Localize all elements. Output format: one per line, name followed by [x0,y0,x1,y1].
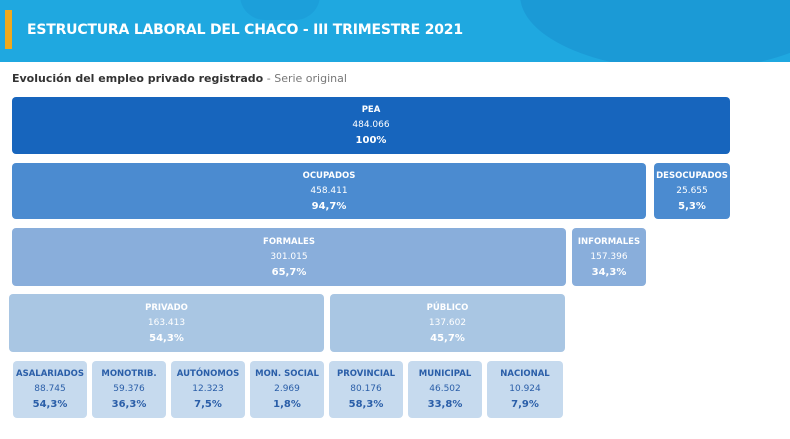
autonomos-value: 12.323 [192,384,224,394]
accent-bar [5,10,12,49]
box-pea: PEA 484.066 100% [12,97,730,154]
box-desocupados: DESOCUPADOS 25.655 5,3% [654,163,730,219]
box-asalariados: ASALARIADOS 88.745 54,3% [13,361,87,418]
box-monotrib: MONOTRIB. 59.376 36,3% [92,361,166,418]
monotrib-pct: 36,3% [111,399,147,410]
box-autonomos: AUTÓNOMOS 12.323 7,5% [171,361,245,418]
formales-pct: 65,7% [271,266,307,278]
box-provincial: PROVINCIAL 80.176 58,3% [329,361,403,418]
publico-label: PÚBLICO [426,302,469,313]
box-informales: INFORMALES 157.396 34,3% [572,228,646,286]
ocupados-label: OCUPADOS [302,170,356,181]
provincial-pct: 58,3% [348,399,384,410]
monotrib-value: 59.376 [113,384,145,394]
provincial-label: PROVINCIAL [336,369,396,379]
box-ocupados: OCUPADOS 458.411 94,7% [12,163,646,219]
provincial-value: 80.176 [350,384,382,394]
monsocial-pct: 1,8% [273,399,301,410]
box-formales: FORMALES 301.015 65,7% [12,228,566,286]
informales-value: 157.396 [590,251,628,262]
asalariados-value: 88.745 [34,384,66,394]
header-banner: ESTRUCTURA LABORAL DEL CHACO - III TRIME… [0,0,790,62]
box-nacional: NACIONAL 10.924 7,9% [487,361,563,418]
municipal-label: MUNICIPAL [418,369,472,379]
box-municipal: MUNICIPAL 46.502 33,8% [408,361,482,418]
formales-value: 301.015 [270,251,308,262]
privado-value: 163.413 [147,317,186,328]
nacional-pct: 7,9% [511,399,539,410]
autonomos-pct: 7,5% [194,399,222,410]
desocupados-pct: 5,3% [678,200,706,212]
asalariados-pct: 54,3% [32,399,68,410]
autonomos-label: AUTÓNOMOS [176,369,240,379]
privado-label: PRIVADO [145,302,188,313]
asalariados-label: ASALARIADOS [16,369,84,379]
pea-pct: 100% [355,135,387,146]
ocupados-value: 458.411 [310,185,348,196]
ocupados-pct: 94,7% [311,200,347,212]
formales-label: FORMALES [263,236,315,247]
municipal-value: 46.502 [429,384,461,394]
municipal-pct: 33,8% [427,399,463,410]
publico-value: 137.602 [428,317,467,328]
box-publico: PÚBLICO 137.602 45,7% [330,294,565,352]
publico-pct: 45,7% [430,332,465,344]
privado-pct: 54,3% [149,332,184,344]
subtitle-suffix: - Serie original [263,72,347,85]
subtitle: Evolución del empleo privado registrado … [12,72,347,85]
decorative-shape [240,0,320,20]
informales-label: INFORMALES [577,236,641,247]
monsocial-value: 2.969 [274,384,300,394]
nacional-value: 10.924 [509,384,541,394]
desocupados-value: 25.655 [676,185,708,196]
monotrib-label: MONOTRIB. [101,369,157,379]
pea-value: 484.066 [352,120,390,130]
informales-pct: 34,3% [591,266,627,278]
nacional-label: NACIONAL [500,369,550,379]
desocupados-label: DESOCUPADOS [656,170,728,181]
box-monsocial: MON. SOCIAL 2.969 1,8% [250,361,324,418]
pea-label: PEA [361,105,381,115]
monsocial-label: MON. SOCIAL [255,369,319,379]
decorative-shape [520,0,790,62]
page-title: ESTRUCTURA LABORAL DEL CHACO - III TRIME… [27,22,463,38]
subtitle-main: Evolución del empleo privado registrado [12,72,264,85]
box-privado: PRIVADO 163.413 54,3% [9,294,324,352]
